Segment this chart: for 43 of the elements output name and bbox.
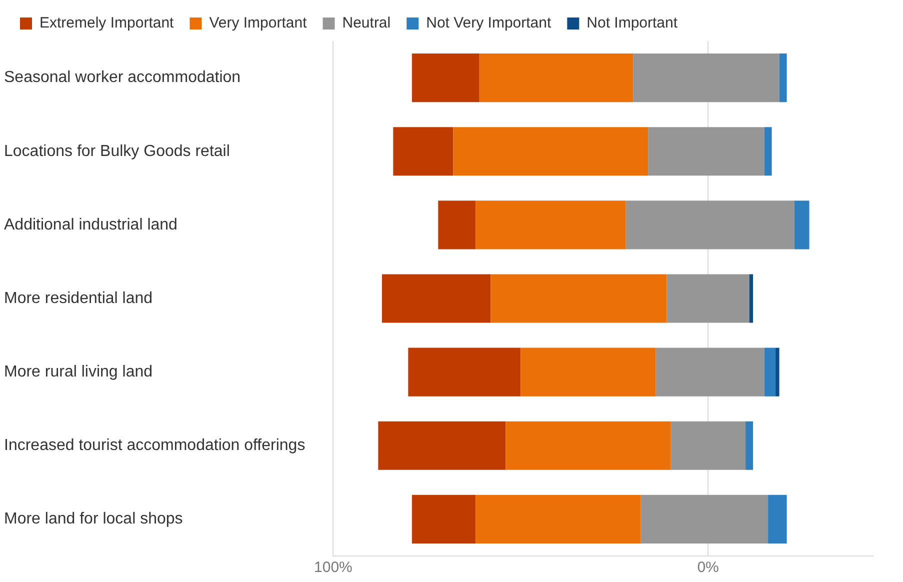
y-tick-label: More rural living land [4, 363, 153, 380]
bar [656, 348, 764, 396]
bar [412, 54, 480, 102]
bar [648, 127, 764, 176]
bar [476, 200, 626, 250]
legend-label: Neutral [342, 14, 391, 32]
bar [640, 494, 768, 544]
bar [746, 421, 754, 470]
legend-label: Not Important [586, 14, 678, 32]
bar [378, 421, 506, 470]
bar [382, 274, 491, 323]
bar [764, 348, 776, 396]
bar [626, 200, 794, 250]
bar [412, 494, 476, 544]
bar [764, 127, 772, 176]
x-tick-label: 0% [697, 559, 719, 576]
legend-label: Extremely Important [40, 14, 175, 32]
bar [506, 421, 671, 470]
x-tick-label: 100% [314, 559, 352, 576]
bar [393, 127, 454, 176]
y-tick-label: Locations for Bulky Goods retail [4, 142, 230, 160]
bar [438, 200, 476, 250]
bar [749, 274, 754, 323]
y-tick-label: Additional industrial land [4, 216, 178, 234]
bar [670, 421, 746, 470]
bar [520, 348, 656, 396]
bar [776, 348, 780, 396]
bar [666, 274, 750, 323]
y-tick-label: Increased tourist accommodation offerings [4, 437, 306, 454]
bar [490, 274, 667, 323]
y-tick-label: More residential land [4, 290, 153, 307]
bar [633, 54, 780, 102]
bar [768, 494, 787, 544]
y-tick-label: Seasonal worker accommodation [4, 69, 241, 86]
bar [453, 127, 648, 176]
bar [408, 348, 521, 396]
legend-label: Not Very Important [426, 14, 552, 32]
bar [476, 494, 641, 544]
legend-label: Very Important [209, 14, 308, 32]
bar [794, 200, 810, 250]
bar [779, 54, 787, 102]
y-tick-label: More land for local shops [4, 510, 183, 528]
bar [479, 54, 634, 102]
